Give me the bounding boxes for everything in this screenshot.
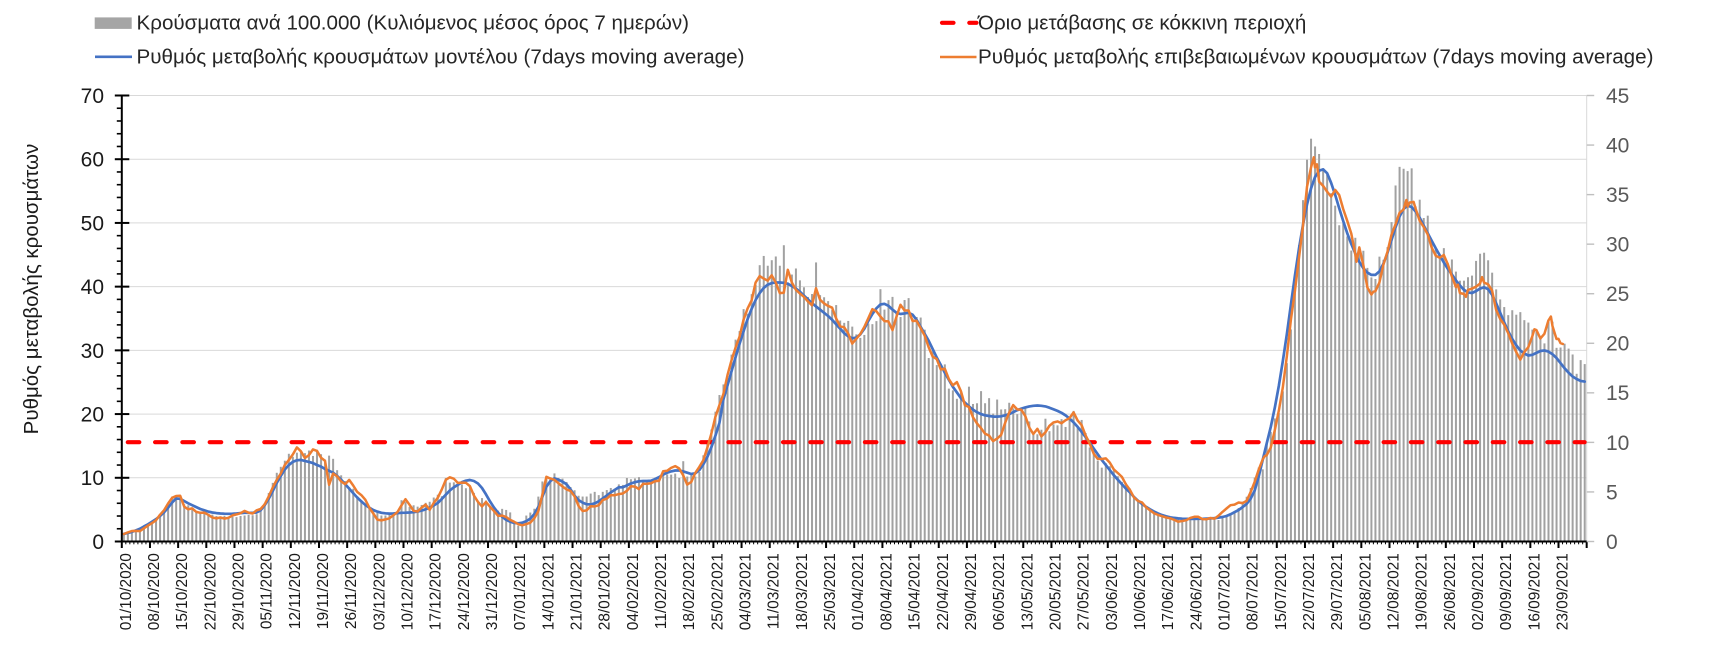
svg-text:15/10/2020: 15/10/2020 <box>174 553 191 630</box>
svg-text:Ρυθμός μεταβολής κρουσμάτων: Ρυθμός μεταβολής κρουσμάτων <box>20 144 43 435</box>
svg-text:12/08/2021: 12/08/2021 <box>1385 553 1402 630</box>
svg-text:03/06/2021: 03/06/2021 <box>1104 553 1121 630</box>
svg-text:08/04/2021: 08/04/2021 <box>878 553 895 630</box>
svg-text:20: 20 <box>1606 333 1629 356</box>
svg-text:15: 15 <box>1606 382 1629 405</box>
svg-text:21/01/2021: 21/01/2021 <box>569 553 586 630</box>
svg-text:29/04/2021: 29/04/2021 <box>963 553 980 630</box>
svg-text:01/04/2021: 01/04/2021 <box>850 553 867 630</box>
svg-text:08/07/2021: 08/07/2021 <box>1245 553 1262 630</box>
svg-text:10/12/2020: 10/12/2020 <box>400 553 417 630</box>
svg-text:16/09/2021: 16/09/2021 <box>1526 553 1543 630</box>
svg-text:40: 40 <box>1606 135 1629 158</box>
svg-text:Όριο μετάβασης σε κόκκινη περι: Όριο μετάβασης σε κόκκινη περιοχή <box>977 12 1306 35</box>
svg-text:04/02/2021: 04/02/2021 <box>625 553 642 630</box>
svg-text:26/08/2021: 26/08/2021 <box>1442 553 1459 630</box>
svg-text:28/01/2021: 28/01/2021 <box>597 553 614 630</box>
svg-text:Ρυθμός μεταβολής επιβεβαιωμένω: Ρυθμός μεταβολής επιβεβαιωμένων κρουσμάτ… <box>978 46 1653 69</box>
svg-text:19/11/2020: 19/11/2020 <box>315 553 332 629</box>
svg-text:09/09/2021: 09/09/2021 <box>1498 553 1515 630</box>
svg-text:Κρούσματα ανά 100.000 (Κυλιόμε: Κρούσματα ανά 100.000 (Κυλιόμενος μέσος … <box>137 12 689 35</box>
svg-text:5: 5 <box>1606 481 1618 504</box>
svg-text:50: 50 <box>81 212 104 235</box>
svg-text:26/11/2020: 26/11/2020 <box>343 553 360 629</box>
svg-text:25/02/2021: 25/02/2021 <box>709 553 726 630</box>
svg-text:02/09/2021: 02/09/2021 <box>1470 553 1487 630</box>
svg-text:05/11/2020: 05/11/2020 <box>259 553 276 629</box>
svg-text:11/03/2021: 11/03/2021 <box>766 553 783 629</box>
svg-text:25: 25 <box>1606 283 1629 306</box>
svg-text:01/07/2021: 01/07/2021 <box>1216 553 1233 630</box>
svg-text:19/08/2021: 19/08/2021 <box>1414 553 1431 630</box>
svg-text:14/01/2021: 14/01/2021 <box>540 553 557 630</box>
svg-text:18/03/2021: 18/03/2021 <box>794 553 811 630</box>
svg-text:30: 30 <box>81 340 104 363</box>
svg-text:22/07/2021: 22/07/2021 <box>1301 553 1318 630</box>
svg-text:22/04/2021: 22/04/2021 <box>935 553 952 630</box>
svg-text:08/10/2020: 08/10/2020 <box>146 553 163 630</box>
svg-text:03/12/2020: 03/12/2020 <box>371 553 388 630</box>
svg-text:0: 0 <box>92 531 104 554</box>
svg-text:30: 30 <box>1606 234 1629 257</box>
svg-text:24/06/2021: 24/06/2021 <box>1188 553 1205 630</box>
svg-text:18/02/2021: 18/02/2021 <box>681 553 698 630</box>
svg-text:45: 45 <box>1606 85 1629 108</box>
svg-text:20/05/2021: 20/05/2021 <box>1047 553 1064 630</box>
svg-text:40: 40 <box>81 276 104 299</box>
svg-text:17/06/2021: 17/06/2021 <box>1160 553 1177 630</box>
svg-text:70: 70 <box>81 85 104 108</box>
svg-text:10: 10 <box>81 467 104 490</box>
svg-text:0: 0 <box>1606 531 1618 554</box>
svg-text:06/05/2021: 06/05/2021 <box>991 553 1008 630</box>
svg-text:17/12/2020: 17/12/2020 <box>428 553 445 630</box>
svg-text:23/09/2021: 23/09/2021 <box>1555 553 1572 630</box>
svg-text:22/10/2020: 22/10/2020 <box>202 553 219 630</box>
svg-text:12/11/2020: 12/11/2020 <box>287 553 304 629</box>
svg-text:25/03/2021: 25/03/2021 <box>822 553 839 630</box>
svg-text:01/10/2020: 01/10/2020 <box>118 553 135 630</box>
svg-text:60: 60 <box>81 149 104 172</box>
svg-text:31/12/2020: 31/12/2020 <box>484 553 501 630</box>
svg-text:10/06/2021: 10/06/2021 <box>1132 553 1149 630</box>
svg-text:24/12/2020: 24/12/2020 <box>456 553 473 630</box>
svg-text:10: 10 <box>1606 432 1629 455</box>
svg-text:04/03/2021: 04/03/2021 <box>738 553 755 630</box>
svg-text:11/02/2021: 11/02/2021 <box>653 553 670 629</box>
svg-text:29/10/2020: 29/10/2020 <box>230 553 247 630</box>
svg-text:27/05/2021: 27/05/2021 <box>1076 553 1093 630</box>
svg-text:20: 20 <box>81 404 104 427</box>
svg-text:13/05/2021: 13/05/2021 <box>1019 553 1036 630</box>
svg-text:35: 35 <box>1606 184 1629 207</box>
svg-text:15/04/2021: 15/04/2021 <box>907 553 924 630</box>
svg-text:29/07/2021: 29/07/2021 <box>1329 553 1346 630</box>
svg-text:05/08/2021: 05/08/2021 <box>1357 553 1374 630</box>
svg-text:Ρυθμός μεταβολής κρουσμάτων μο: Ρυθμός μεταβολής κρουσμάτων μοντέλου (7d… <box>137 46 745 69</box>
svg-text:15/07/2021: 15/07/2021 <box>1273 553 1290 630</box>
svg-text:07/01/2021: 07/01/2021 <box>512 553 529 630</box>
